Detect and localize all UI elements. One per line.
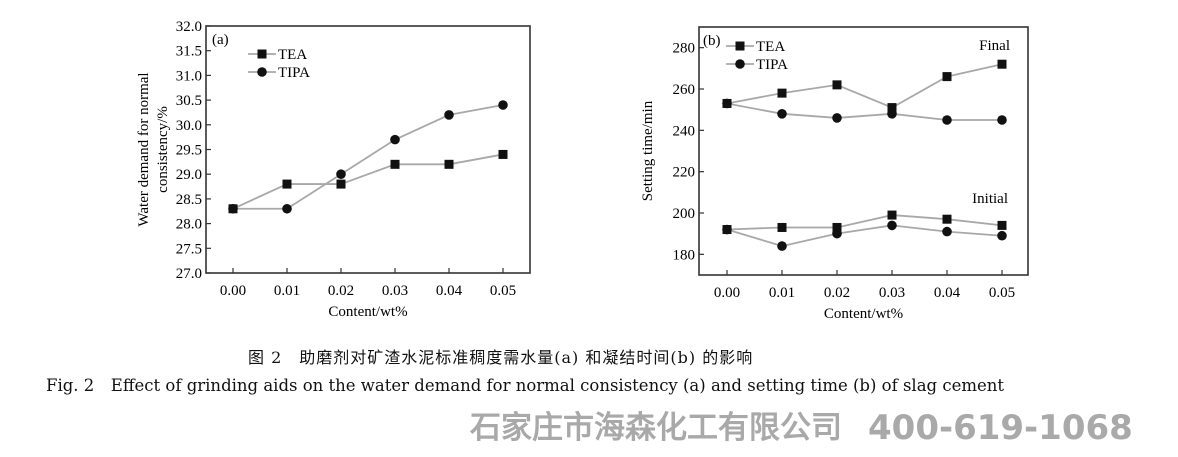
y-tick-label: 27.0 xyxy=(176,266,202,282)
caption-english: Fig. 2 Effect of grinding aids on the wa… xyxy=(46,376,1005,395)
data-point xyxy=(832,222,842,232)
series-line xyxy=(726,63,1003,109)
x-tick-label: 0.05 xyxy=(989,285,1015,301)
series-line xyxy=(726,214,1003,231)
x-tick-label: 0.00 xyxy=(220,283,246,299)
data-point xyxy=(777,241,787,251)
x-tick-label: 0.02 xyxy=(824,285,850,301)
x-axis-label: Content/wt% xyxy=(824,306,903,322)
y-axis-label: Water demand for normal xyxy=(136,72,152,226)
x-tick-label: 0.02 xyxy=(328,283,354,299)
data-point xyxy=(390,159,400,169)
data-point xyxy=(444,110,454,120)
data-point xyxy=(282,203,292,214)
y-tick-label: 31.0 xyxy=(176,68,202,84)
data-point xyxy=(722,224,732,235)
legend-marker xyxy=(735,59,745,69)
x-tick-label: 0.04 xyxy=(436,283,463,299)
x-tick-label: 0.03 xyxy=(879,285,905,301)
data-point xyxy=(887,220,897,231)
data-point xyxy=(777,222,787,232)
plot-frame xyxy=(698,26,1029,276)
data-point xyxy=(498,100,508,110)
y-tick-label: 32.0 xyxy=(176,19,202,35)
legend-marker xyxy=(735,41,745,51)
watermark-phone: 400-619-1068 xyxy=(868,408,1133,448)
y-axis-label: consistency/% xyxy=(155,106,171,193)
data-point xyxy=(390,134,400,145)
data-point xyxy=(942,214,952,224)
data-point xyxy=(887,210,897,220)
y-tick-label: 220 xyxy=(673,165,696,181)
data-point xyxy=(942,72,952,82)
legend-marker xyxy=(257,67,267,77)
legend-label: TIPA xyxy=(278,65,310,81)
y-axis-label: Setting time/min xyxy=(640,100,656,201)
annotation-label: Final xyxy=(979,38,1010,54)
panel-label: (b) xyxy=(703,33,721,49)
data-point xyxy=(336,179,346,189)
data-point xyxy=(777,109,787,119)
y-tick-label: 240 xyxy=(673,123,696,139)
series-line xyxy=(726,102,1002,121)
legend-label: TEA xyxy=(278,47,307,63)
series-line xyxy=(232,153,504,210)
y-tick-label: 27.5 xyxy=(176,241,202,257)
x-tick-label: 0.01 xyxy=(274,283,300,299)
series-line xyxy=(233,104,504,210)
data-point xyxy=(997,220,1007,230)
watermark-company: 石家庄市海森化工有限公司 xyxy=(470,410,842,446)
data-point xyxy=(832,113,842,123)
data-point xyxy=(228,203,238,214)
data-point xyxy=(887,109,897,119)
y-tick-label: 28.5 xyxy=(176,192,202,208)
data-point xyxy=(887,103,897,113)
legend-label: TEA xyxy=(756,39,785,55)
data-point xyxy=(777,88,787,98)
y-tick-label: 260 xyxy=(673,82,696,98)
legend-marker xyxy=(257,49,267,59)
x-tick-label: 0.00 xyxy=(714,285,740,301)
y-tick-label: 280 xyxy=(673,41,696,57)
data-point xyxy=(997,115,1007,125)
y-tick-label: 30.5 xyxy=(176,93,202,109)
x-tick-label: 0.03 xyxy=(382,283,408,299)
data-point xyxy=(832,80,842,90)
caption-chinese: 图 2 助磨剂对矿渣水泥标准稠度需水量(a) 和凝结时间(b) 的影响 xyxy=(248,348,754,367)
data-point xyxy=(498,149,508,159)
data-point xyxy=(942,226,952,237)
data-point xyxy=(997,230,1007,241)
x-axis-label: Content/wt% xyxy=(328,304,407,320)
y-tick-label: 200 xyxy=(673,206,696,222)
plot-frame xyxy=(205,25,531,274)
x-tick-label: 0.04 xyxy=(934,285,961,301)
y-tick-label: 29.5 xyxy=(176,143,202,159)
data-point xyxy=(722,98,732,109)
y-tick-label: 31.5 xyxy=(176,44,202,60)
y-tick-label: 29.0 xyxy=(176,167,202,183)
data-point xyxy=(444,159,454,169)
x-tick-label: 0.05 xyxy=(490,283,516,299)
y-tick-label: 30.0 xyxy=(176,118,202,134)
data-point xyxy=(282,179,292,189)
series-line xyxy=(726,224,1003,247)
y-tick-label: 28.0 xyxy=(176,217,202,233)
legend-label: TIPA xyxy=(756,57,788,73)
x-tick-label: 0.01 xyxy=(769,285,795,301)
data-point xyxy=(942,115,952,125)
data-point xyxy=(997,59,1007,69)
panel-label: (a) xyxy=(212,32,229,48)
data-point xyxy=(336,169,346,179)
data-point xyxy=(832,228,842,239)
annotation-label: Initial xyxy=(972,191,1008,207)
y-tick-label: 180 xyxy=(673,247,696,263)
